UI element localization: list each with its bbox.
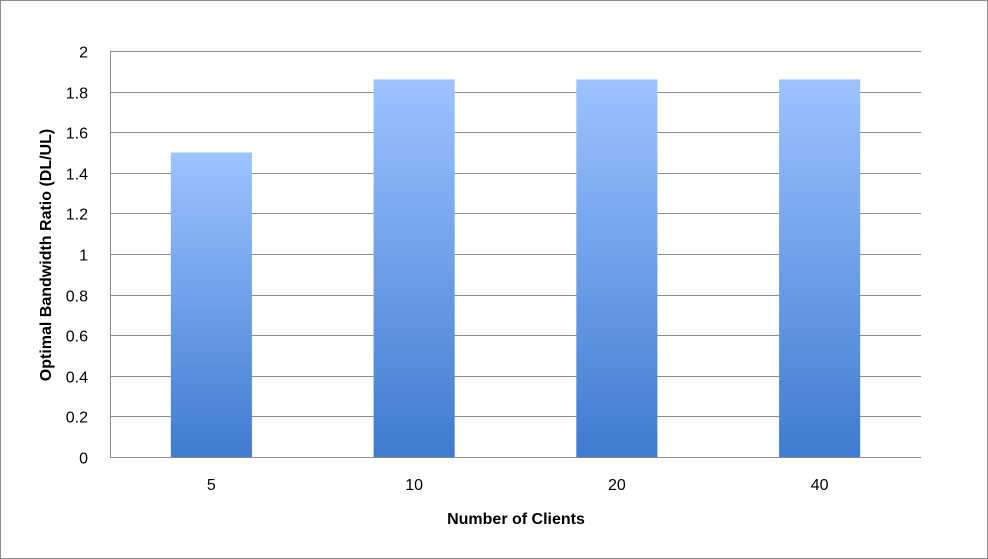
y-tick-label: 2 [79,45,88,62]
y-tick-label: 0.8 [66,289,88,306]
y-tick-label: 1.6 [66,126,88,143]
y-tick-label: 0.6 [66,329,88,346]
y-tick-labels: 0 0.2 0.4 0.6 0.8 1 1.2 1.4 1.6 1.8 2 [66,45,88,468]
bar-20 [576,79,658,458]
x-axis-title: Number of Clients [447,511,585,528]
x-tick-label: 20 [608,477,626,494]
bar-5 [170,152,252,457]
y-axis-title: Optimal Bandwidth Ratio (DL/UL) [38,129,55,381]
x-tick-label: 40 [811,477,829,494]
y-tick-label: 1.2 [66,207,88,224]
y-tick-label: 1 [79,248,88,265]
y-tick-label: 1.4 [66,167,88,184]
x-tick-label: 10 [405,477,423,494]
bar-40 [779,79,861,458]
x-tick-labels: 5 10 20 40 [207,477,829,494]
bar-10 [373,79,455,458]
y-tick-label: 1.8 [66,86,88,103]
x-tick-label: 5 [207,477,216,494]
y-tick-label: 0 [79,451,88,468]
y-tick-label: 0.4 [66,370,88,387]
y-tick-label: 0.2 [66,410,88,427]
bars [170,79,861,458]
